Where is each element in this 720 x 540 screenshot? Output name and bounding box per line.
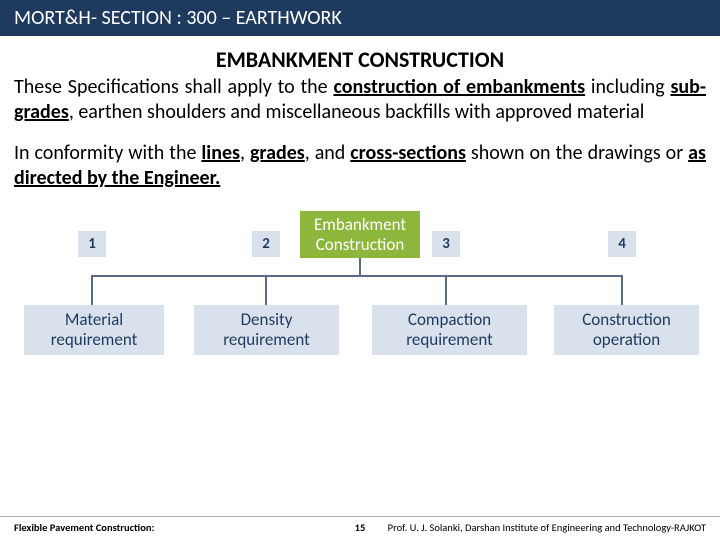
leaf-node-3: Compaction requirement bbox=[372, 305, 527, 355]
connector-vline-1 bbox=[91, 275, 93, 305]
footer: Flexible Pavement Construction: 15 Prof.… bbox=[0, 516, 720, 534]
center-node: Embankment Construction bbox=[300, 211, 420, 258]
p2-t4: grades bbox=[250, 141, 305, 165]
node-badge-3: 3 bbox=[432, 231, 460, 257]
paragraph-2: In conformity with the lines, grades, an… bbox=[14, 141, 706, 191]
p2-t3: , bbox=[240, 141, 250, 165]
p1-t1: These Specifications shall apply to the bbox=[14, 75, 333, 99]
p1-t2: construction of embankments bbox=[333, 75, 585, 99]
paragraph-1: These Specifications shall apply to the … bbox=[14, 75, 706, 125]
p2-t6: cross-sections bbox=[350, 141, 466, 165]
p2-t1: In conformity with the bbox=[14, 141, 201, 165]
content-area: EMBANKMENT CONSTRUCTION These Specificat… bbox=[0, 36, 720, 391]
p2-t5: , and bbox=[305, 141, 351, 165]
leaf-node-2: Density requirement bbox=[194, 305, 339, 355]
node-badge-1: 1 bbox=[78, 231, 106, 257]
p1-t3: including bbox=[585, 75, 670, 99]
leaf-node-4: Construction operation bbox=[554, 305, 699, 355]
connector-vline-top bbox=[359, 257, 361, 275]
footer-left: Flexible Pavement Construction: bbox=[14, 521, 154, 534]
center-line2: Construction bbox=[316, 234, 405, 255]
connector-vline-4 bbox=[621, 275, 623, 305]
footer-right: Prof. U. J. Solanki, Darshan Institute o… bbox=[388, 521, 706, 534]
node-badge-2: 2 bbox=[252, 231, 280, 257]
section-title: EMBANKMENT CONSTRUCTION bbox=[14, 46, 706, 73]
p2-t2: lines bbox=[201, 141, 240, 165]
center-line1: Embankment bbox=[314, 214, 406, 235]
node-badge-4: 4 bbox=[608, 231, 636, 257]
page-number: 15 bbox=[355, 521, 366, 534]
connector-vline-3 bbox=[445, 275, 447, 305]
header-title: MORT&H- SECTION : 300 – EARTHWORK bbox=[14, 6, 342, 30]
connector-hline bbox=[92, 275, 622, 277]
p2-t7: shown on the drawings or bbox=[466, 141, 688, 165]
connector-vline-2 bbox=[265, 275, 267, 305]
org-chart: Embankment Construction 1 Material requir… bbox=[14, 211, 706, 391]
header-bar: MORT&H- SECTION : 300 – EARTHWORK bbox=[0, 0, 720, 36]
p1-t5: , earthen shoulders and miscellaneous ba… bbox=[69, 100, 645, 124]
leaf-node-1: Material requirement bbox=[24, 305, 164, 355]
